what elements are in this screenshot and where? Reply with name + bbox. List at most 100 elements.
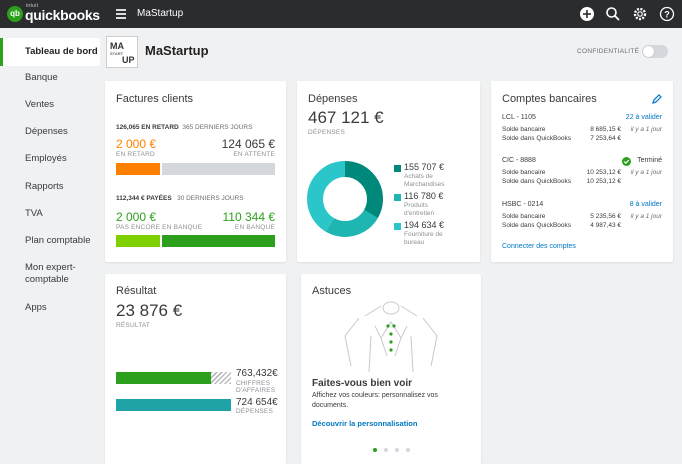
- pagination-dot[interactable]: [406, 448, 410, 452]
- revenue-bar[interactable]: [116, 372, 211, 384]
- menu-icon[interactable]: [116, 9, 126, 19]
- bank-account-name[interactable]: CIC - 8888: [502, 157, 536, 164]
- legend-label: Produits d'entretien: [404, 202, 435, 217]
- bank-balance-value: 5 235,56 €: [590, 213, 621, 220]
- paid-amount: 112,344 € PAYÉES: [116, 195, 172, 202]
- notdeposited-bar[interactable]: [116, 235, 160, 247]
- privacy-toggle[interactable]: [642, 45, 668, 58]
- bank-account-name[interactable]: LCL - 1105: [502, 114, 536, 121]
- pending-value: 124 065 €: [221, 137, 275, 151]
- company-name: MaStartup: [145, 43, 209, 58]
- donut-segments: [307, 161, 383, 237]
- qb-balance-label: Solde dans QuickBooks: [502, 135, 572, 142]
- expenses-total-label: DÉPENSES: [308, 129, 346, 136]
- paid-period: 30 DERNIERS JOURS: [177, 195, 244, 202]
- sidebar-item-sales[interactable]: Ventes: [25, 99, 55, 110]
- quickbooks-logo-icon[interactable]: qb: [7, 6, 23, 22]
- legend-swatch: [394, 194, 401, 201]
- check-circle-icon: [622, 157, 631, 166]
- revenue-value: 763,432€: [236, 368, 278, 379]
- overdue-amount: 126,065 EN RETARD: [116, 124, 179, 131]
- brand-name[interactable]: quickbooks: [25, 7, 100, 23]
- bank-status: Terminé: [637, 157, 662, 164]
- tips-card[interactable]: Astuces Faites-vous bien voir Affichez v…: [301, 274, 481, 464]
- bank-status-link[interactable]: 8 à valider: [629, 201, 662, 208]
- company-logo-line: MA: [110, 41, 124, 51]
- invoices-card[interactable]: Factures clients 126,065 EN RETARD 365 D…: [105, 81, 286, 262]
- svg-text:?: ?: [664, 9, 670, 19]
- pagination-dot[interactable]: [395, 448, 399, 452]
- result-label: RÉSULTAT: [116, 322, 151, 329]
- sidebar-item-chart-of-accounts[interactable]: Plan comptable: [25, 235, 91, 246]
- help-icon[interactable]: ?: [659, 6, 675, 22]
- personalization-illustration-icon: [344, 301, 438, 372]
- sidebar-item-bank[interactable]: Banque: [25, 72, 58, 83]
- expenses-card[interactable]: Dépenses 467 121 € DÉPENSES 155 707 € Ac…: [297, 81, 480, 262]
- legend-value: 116 780 €: [404, 191, 444, 201]
- expense-label: DÉPENSES: [236, 408, 274, 415]
- sidebar-item-vat[interactable]: TVA: [25, 208, 43, 219]
- connect-accounts-link[interactable]: Connecter des comptes: [502, 243, 576, 250]
- sidebar-item-apps[interactable]: Apps: [25, 302, 47, 313]
- legend-value: 194 634 €: [404, 220, 445, 230]
- bank-accounts-card[interactable]: Comptes bancaires LCL - 1105 22 à valide…: [491, 81, 673, 262]
- revenue-label: D'AFFAIRES: [236, 387, 276, 394]
- legend-swatch: [394, 223, 401, 230]
- donut-segment[interactable]: [307, 161, 383, 237]
- legend-label: Achats de Marchandises: [404, 173, 445, 188]
- bank-balance-label: Solde bancaire: [502, 126, 546, 133]
- sidebar-item-dashboard[interactable]: Tableau de bord: [0, 38, 100, 66]
- bank-balance-time: il y a 1 jour: [630, 126, 662, 133]
- card-title: Factures clients: [116, 93, 194, 105]
- edit-pencil-icon[interactable]: [652, 94, 662, 104]
- card-title: Astuces: [312, 285, 352, 297]
- bank-balance-value: 10 253,12 €: [586, 169, 621, 176]
- qb-balance-value: 7 253,64 €: [590, 135, 621, 142]
- tips-heading: Faites-vous bien voir: [312, 378, 413, 389]
- tips-pagination: [373, 439, 417, 457]
- bank-status-link[interactable]: 22 à valider: [625, 114, 662, 121]
- overdue-period: 365 DERNIERS JOURS: [182, 124, 253, 131]
- card-title: Comptes bancaires: [502, 93, 597, 105]
- expense-bar[interactable]: [116, 399, 231, 411]
- sidebar: Tableau de bord Banque Ventes Dépenses E…: [0, 28, 100, 464]
- gear-icon[interactable]: [632, 6, 648, 22]
- deposited-bar[interactable]: [162, 235, 275, 247]
- result-value: 23 876 €: [116, 301, 183, 320]
- notdeposited-value: 2 000 €: [116, 210, 157, 224]
- deposited-value: 110 344 €: [222, 210, 276, 224]
- qb-balance-label: Solde dans QuickBooks: [502, 222, 572, 229]
- legend-swatch: [394, 165, 401, 172]
- late-bar[interactable]: [116, 163, 160, 175]
- create-plus-icon[interactable]: [579, 6, 595, 22]
- notdeposited-label: PAS ENCORE EN BANQUE: [116, 224, 203, 231]
- qb-balance-label: Solde dans QuickBooks: [502, 178, 572, 185]
- bank-balance-value: 8 685,15 €: [590, 126, 621, 133]
- bank-account-name[interactable]: HSBC - 0214: [502, 201, 544, 208]
- expenses-donut-chart[interactable]: [305, 159, 385, 239]
- expense-value: 724 654€: [236, 397, 278, 408]
- tips-personalize-link[interactable]: Découvrir la personnalisation: [312, 419, 418, 428]
- pagination-dot[interactable]: [373, 448, 377, 452]
- donut-segment[interactable]: [307, 161, 383, 237]
- legend-label: Fourniture de bureau: [404, 231, 443, 246]
- search-icon[interactable]: [605, 6, 621, 22]
- company-name-top: MaStartup: [137, 8, 184, 19]
- tips-body: Affichez vos couleurs: personnalisez vos…: [312, 392, 438, 409]
- pagination-dot[interactable]: [384, 448, 388, 452]
- expenses-total: 467 121 €: [308, 108, 384, 127]
- invoices-overdue-summary: 126,065 EN RETARD 365 DERNIERS JOURS: [116, 124, 252, 131]
- pending-label: EN ATTENTE: [233, 151, 275, 158]
- revenue-bar-remainder: [211, 372, 231, 384]
- sidebar-item-reports[interactable]: Rapports: [25, 181, 64, 192]
- revenue-label: CHIFFRES: [236, 380, 271, 387]
- privacy-label: CONFIDENTIALITÉ: [577, 48, 640, 55]
- sidebar-item-employees[interactable]: Employés: [25, 153, 67, 164]
- deposited-label: EN BANQUE: [234, 224, 275, 231]
- pending-bar[interactable]: [162, 163, 275, 175]
- invoices-paid-summary: 112,344 € PAYÉES 30 DERNIERS JOURS: [116, 195, 244, 202]
- result-card[interactable]: Résultat 23 876 € RÉSULTAT 763,432€ CHIF…: [105, 274, 286, 464]
- sidebar-item-expenses[interactable]: Dépenses: [25, 126, 68, 137]
- sidebar-item-accountant[interactable]: Mon expert-comptable: [25, 262, 76, 285]
- company-logo[interactable]: MA START UP: [106, 36, 138, 68]
